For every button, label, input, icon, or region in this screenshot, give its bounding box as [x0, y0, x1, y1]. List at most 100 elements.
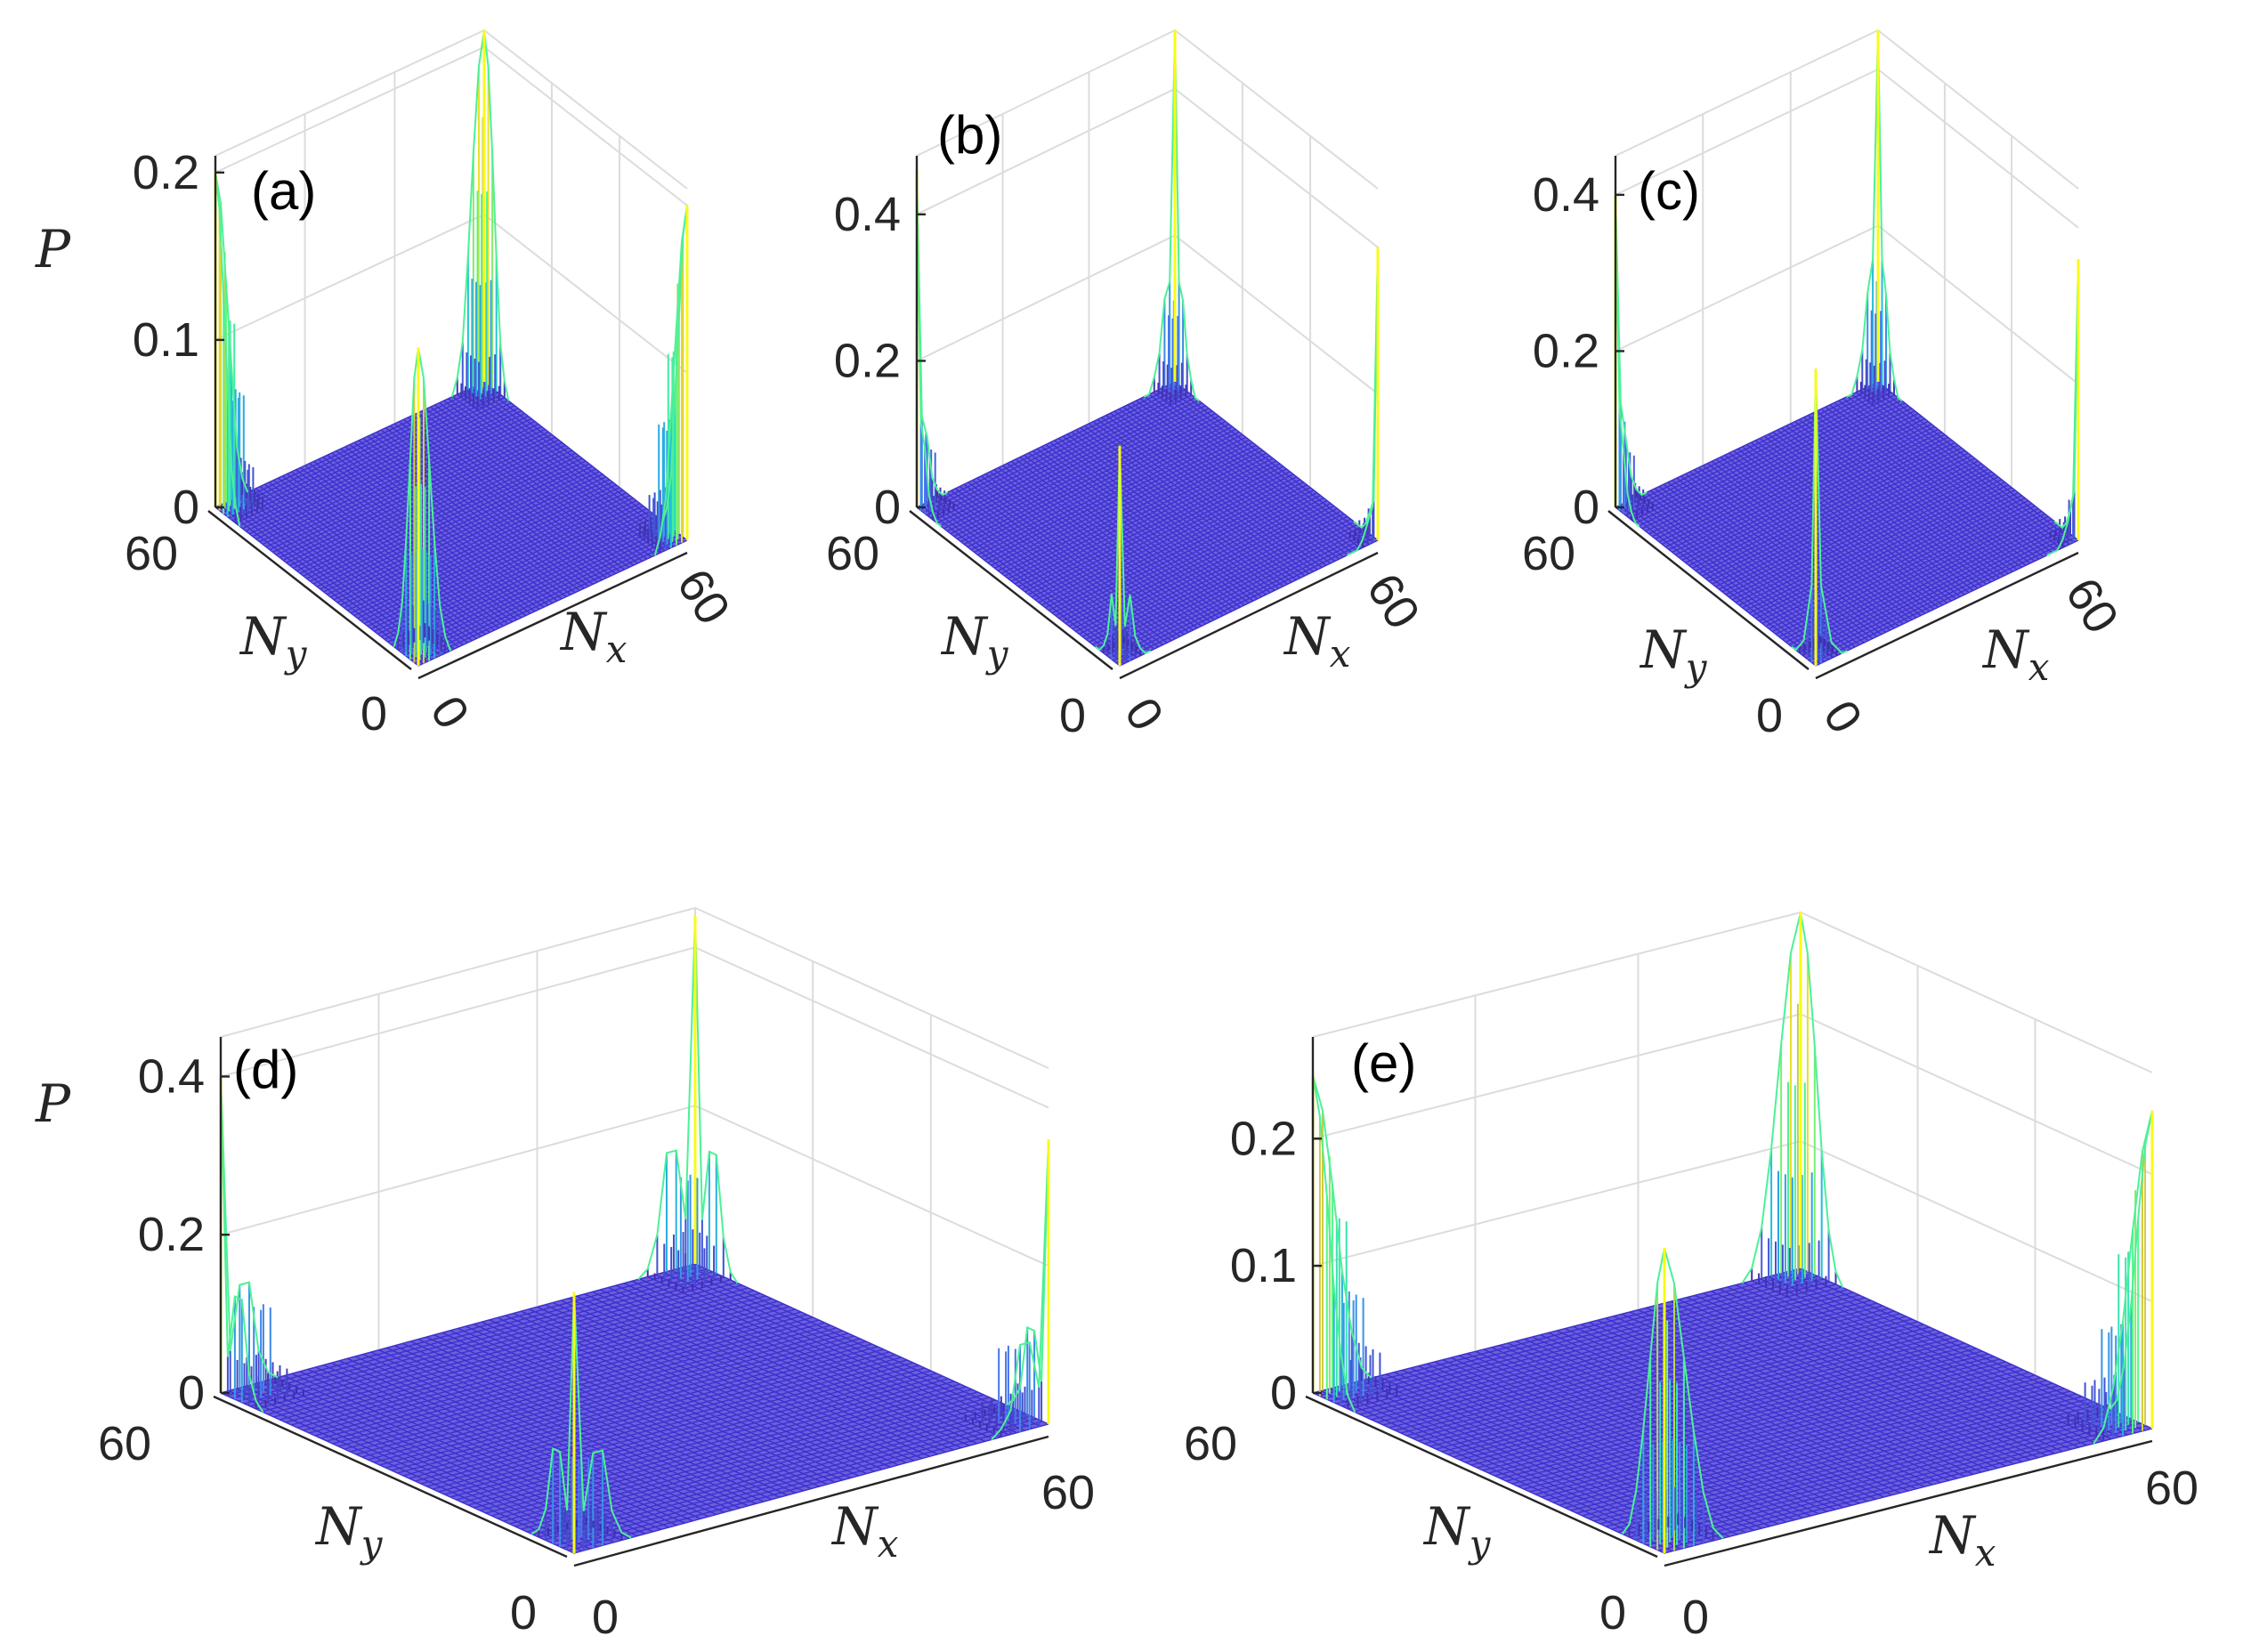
- peak-nx-60-ny-60: [1846, 29, 1903, 405]
- peak-nx-60-ny-60: [1741, 911, 1844, 1297]
- x-tick-label-0: 0: [1114, 689, 1174, 740]
- peak-nx-60-ny-0: [2067, 1110, 2154, 1445]
- y-axis-label: Ny: [314, 1496, 384, 1566]
- axes: 0 0.2 0.4 60 0 60 0 Nx Ny P: [35, 1037, 1095, 1644]
- y-tick-label-60: 60: [98, 1417, 151, 1470]
- x-axis-label: Nx: [559, 602, 628, 671]
- peak-ridge: [2109, 1110, 2153, 1410]
- peak-ridge: [220, 1076, 264, 1413]
- peak-ridge: [215, 172, 241, 527]
- mesh-floor: [916, 381, 1379, 667]
- z-tick-label: 0.4: [834, 188, 901, 241]
- peak-ridge: [1005, 1138, 1049, 1406]
- peak-ridge: [916, 170, 943, 528]
- y-axis-line: [909, 510, 1113, 670]
- wall-top-edges: [1312, 911, 2153, 1073]
- peak-ridge: [1312, 1074, 1372, 1379]
- peak-ridge: [450, 29, 485, 398]
- y-tick-label-0: 0: [360, 687, 387, 741]
- y-tick-label-0: 0: [1756, 689, 1783, 742]
- x-axis-line: [1119, 551, 1379, 680]
- x-tick-label-60: 60: [1041, 1466, 1095, 1519]
- peak-nx-0-ny-0: [1621, 1247, 1724, 1553]
- peak-nx-0-ny-60: [219, 1076, 304, 1413]
- peak-ridge: [694, 915, 739, 1284]
- y-tick-label-0: 0: [1059, 689, 1086, 742]
- peak-ridge: [1143, 29, 1176, 398]
- x-tick-label-60: 60: [1356, 564, 1430, 638]
- x-axis-label: Nx: [1981, 620, 2050, 689]
- peak-nx-0-ny-60: [915, 170, 955, 528]
- peak-nx-60-ny-60: [1143, 29, 1201, 405]
- wall-grid-horizontal: [1615, 224, 2079, 385]
- peak-ridge: [1664, 1247, 1724, 1539]
- z-tick-label: 0: [178, 1366, 205, 1420]
- y-axis-label: Ny: [1422, 1496, 1492, 1566]
- mesh-floor-lines: [220, 1263, 1049, 1554]
- x-tick-label-60: 60: [2055, 569, 2129, 643]
- peak-ridge: [220, 1076, 279, 1379]
- wall-grid-horizontal: [220, 946, 1049, 1109]
- panel-label-a: (a): [251, 161, 316, 221]
- wall-grid-horizontal: [1312, 1140, 2153, 1303]
- peak-nx-0-ny-0: [1094, 446, 1152, 666]
- mesh-floor: [220, 1263, 1049, 1554]
- x-axis-line: [1664, 1439, 2153, 1567]
- peak-nx-0-ny-0: [530, 1292, 632, 1553]
- x-tick-label-0: 0: [592, 1591, 619, 1644]
- y-tick-label-60: 60: [1522, 527, 1575, 580]
- peak-nx-60-ny-0: [1346, 247, 1380, 556]
- axes: 0 0.1 0.2 60 0 60 0 Nx Ny: [1184, 1037, 2198, 1644]
- peak-ridge: [661, 205, 688, 522]
- z-tick-label: 0.4: [1533, 168, 1599, 222]
- y-tick-label-0: 0: [1599, 1586, 1626, 1640]
- peak-nx-0-ny-0: [1791, 368, 1848, 666]
- z-tick-label: 0: [874, 481, 901, 534]
- y-axis-line: [207, 510, 412, 670]
- peak-nx-60-ny-60: [637, 915, 739, 1293]
- peak-ridge: [1615, 194, 1648, 497]
- x-axis-label: Nx: [830, 1496, 899, 1566]
- peak-ridge: [393, 347, 419, 647]
- z-tick-label: 0.1: [133, 313, 199, 367]
- wall-grid-horizontal: [916, 234, 1379, 395]
- z-axis-label: P: [35, 219, 71, 279]
- y-axis-line: [1607, 510, 1810, 670]
- y-axis-label: Ny: [1639, 620, 1708, 689]
- panel-label-c: (c): [1638, 161, 1700, 221]
- z-tick-label: 0.2: [1533, 324, 1599, 377]
- peak-ridge: [417, 347, 452, 652]
- mesh-floor-lines: [916, 381, 1379, 667]
- panel-e: 0 0.1 0.2 60 0 60 0 Nx Ny (e): [1184, 911, 2198, 1644]
- peak-ridge: [530, 1292, 575, 1535]
- z-tick-label: 0: [1270, 1366, 1297, 1420]
- wall-top-edges: [220, 906, 1049, 1069]
- peak-ridge: [2053, 258, 2079, 530]
- peak-ridge: [1846, 29, 1879, 398]
- peak-nx-0-ny-60: [1311, 1074, 1398, 1413]
- y-tick-label-60: 60: [125, 527, 178, 580]
- peak-ridge: [1174, 29, 1201, 402]
- x-tick-label-60: 60: [667, 560, 741, 634]
- peak-nx-60-ny-0: [639, 205, 689, 556]
- panel-d: 0 0.2 0.4 60 0 60 0 Nx Ny P (d): [35, 906, 1095, 1644]
- x-tick-label-0: 0: [420, 687, 480, 738]
- peak-ridge: [1615, 194, 1640, 528]
- peak-ridge: [215, 172, 249, 493]
- y-axis-line: [213, 1395, 568, 1559]
- peak-nx-0-ny-60: [214, 172, 263, 527]
- panel-label-d: (d): [233, 1040, 298, 1099]
- peak-nx-60-ny-0: [2046, 258, 2080, 556]
- peak-ridge: [483, 29, 510, 401]
- z-tick-label: 0.2: [1230, 1112, 1297, 1165]
- peak-ridge: [1094, 446, 1121, 652]
- peak-nx-0-ny-60: [1614, 194, 1654, 528]
- peak-ridge: [1352, 247, 1379, 530]
- wall-grid-horizontal: [220, 1105, 1049, 1267]
- peak-ridge: [1877, 29, 1903, 402]
- y-tick-label-60: 60: [1184, 1417, 1237, 1470]
- peak-ridge: [573, 1292, 632, 1539]
